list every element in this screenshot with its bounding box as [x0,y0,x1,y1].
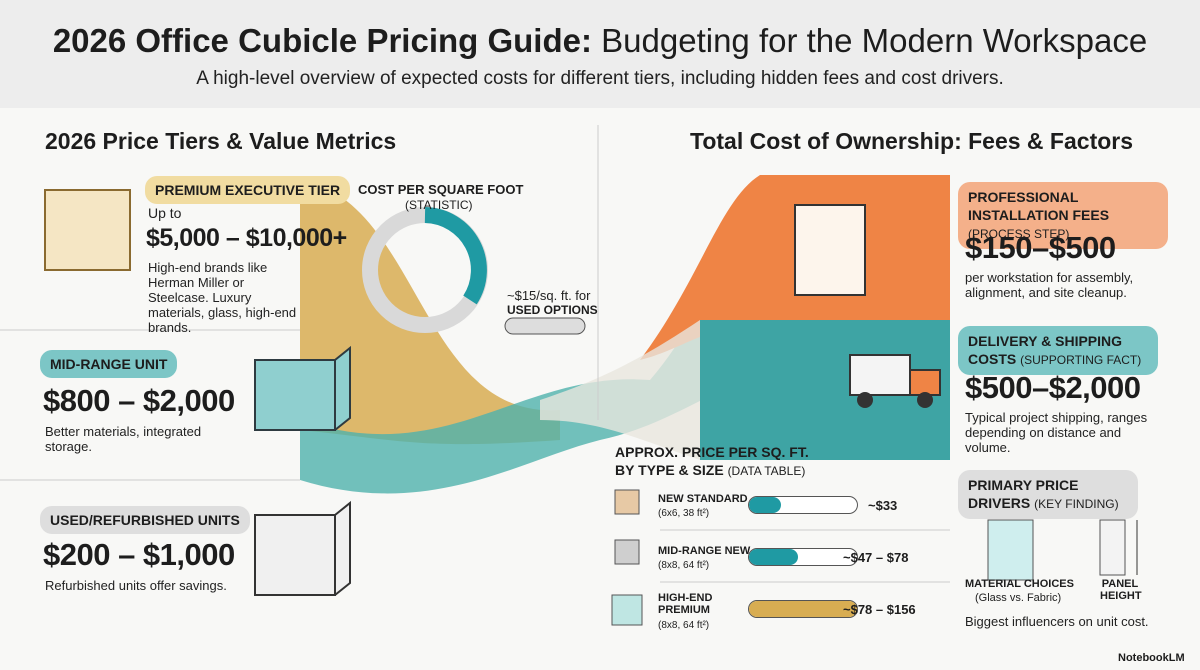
title: 2026 Office Cubicle Pricing Guide: Budge… [0,22,1200,60]
tier-prefix: Up to [148,205,182,221]
delivery-tag: (SUPPORTING FACT) [1020,353,1142,367]
row-bar [748,548,858,566]
stat-tag: (STATISTIC) [405,198,473,212]
row-name: HIGH-END PREMIUM [658,592,713,616]
stat-title: COST PER SQUARE FOOT [358,182,524,197]
decoration [254,500,351,596]
header-band [0,0,1200,108]
install-title: PROFESSIONAL INSTALLATION FEES [968,189,1110,223]
decoration [614,539,640,565]
decoration [254,345,351,431]
title-rest: Budgeting for the Modern Workspace [601,22,1148,59]
table-title: BY TYPE & SIZE (DATA TABLE) [615,462,805,478]
tier-price: $800 – $2,000 [43,383,235,418]
row-size: (6x6, 38 ft²) [658,508,710,519]
decoration [987,519,1034,581]
decoration [749,497,782,513]
stat-note: ~$15/sq. ft. for [507,288,591,303]
row-value: ~$33 [868,498,898,513]
table-tag: (DATA TABLE) [727,464,806,478]
drivers-footer: Biggest influencers on unit cost. [965,614,1149,629]
driver-label: PANEL HEIGHT [1100,578,1142,602]
delivery-title: DELIVERY & SHIPPING COSTS [968,333,1123,367]
decoration [640,175,760,360]
install-tag: (PROCESS STEP) [968,227,1070,241]
decoration [749,549,798,565]
title-bold: 2026 Office Cubicle Pricing Guide: [52,22,592,59]
card-title: PROFESSIONAL INSTALLATION FEES (PROCESS … [958,182,1168,249]
decoration [300,180,560,445]
subtitle: A high-level overview of expected costs … [196,68,1004,89]
decoration [917,392,933,408]
decoration [611,594,643,626]
stat-note-bold: USED OPTIONS [507,303,598,317]
decoration [504,317,586,335]
decoration [749,601,857,617]
card-title: PRIMARY PRICE DRIVERS (KEY FINDING) [958,470,1138,519]
row-size: (8x8, 64 ft²) [658,620,710,631]
row-value: ~$78 – $156 [843,602,916,617]
row-name: MID-RANGE NEW [658,545,751,557]
tier-price: $5,000 – $10,000+ [146,224,347,252]
left-heading: 2026 Price Tiers & Value Metrics [45,128,397,154]
tier-description: Better materials, integrated storage. [45,424,202,454]
driver-label: MATERIAL CHOICES [965,578,1074,590]
tier-description: Refurbished units offer savings. [45,578,227,593]
decoration [424,207,487,305]
watermark: NotebookLM [1118,652,1185,664]
row-bar [748,600,858,618]
driver-sublabel: (Glass vs. Fabric) [975,592,1062,604]
decoration [1099,519,1126,576]
row-bar [748,496,858,514]
row-value: ~$47 – $78 [843,550,909,565]
decoration [909,369,941,396]
decoration [44,189,131,271]
tier-badge: MID-RANGE UNIT [40,350,178,378]
tier-price: $200 – $1,000 [43,537,235,572]
right-heading: Total Cost of Ownership: Fees & Factors [690,128,1134,154]
tier-badge: PREMIUM EXECUTIVE TIER [145,176,351,204]
drivers-title: PRIMARY PRICE DRIVERS [968,477,1079,511]
delivery-description: Typical project shipping, ranges dependi… [965,410,1148,455]
drivers-tag: (KEY FINDING) [1034,497,1119,511]
decoration [857,392,873,408]
table-title: APPROX. PRICE PER SQ. FT. [615,444,809,460]
row-size: (8x8, 64 ft²) [658,560,710,571]
row-name: NEW STANDARD [658,493,748,505]
tier-description: High-end brands like Herman Miller or St… [148,260,297,335]
install-description: per workstation for assembly, alignment,… [965,270,1134,300]
decoration [794,204,866,296]
table-title-2: BY TYPE & SIZE [615,462,724,478]
decoration [849,354,911,396]
install-price: $150–$500 [965,230,1116,265]
delivery-price: $500–$2,000 [965,370,1141,405]
decoration [614,489,640,515]
card-title: DELIVERY & SHIPPING COSTS (SUPPORTING FA… [958,326,1158,375]
tier-badge: USED/REFURBISHED UNITS [40,506,250,534]
decoration [540,320,700,460]
